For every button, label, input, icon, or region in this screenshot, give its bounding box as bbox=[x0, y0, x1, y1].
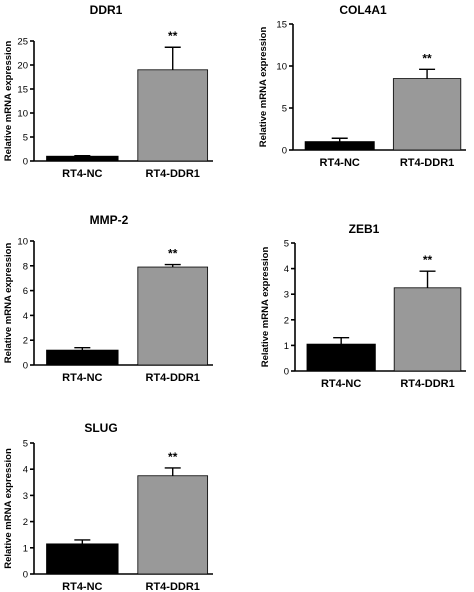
y-axis-label: Relative mRNA expression bbox=[258, 27, 269, 148]
y-axis-label: Relative mRNA expression bbox=[3, 448, 14, 569]
y-tick-label: 2 bbox=[23, 336, 28, 347]
chart-title: DDR1 bbox=[90, 3, 123, 17]
y-tick-label: 15 bbox=[17, 85, 28, 96]
y-tick-label: 2 bbox=[23, 517, 28, 528]
y-tick-label: 3 bbox=[23, 491, 28, 502]
y-tick-label: 0 bbox=[282, 146, 287, 157]
bar-rt4-nc bbox=[304, 141, 375, 151]
y-tick-label: 0 bbox=[23, 361, 28, 372]
y-tick-label: 25 bbox=[17, 37, 28, 48]
bar-rt4-ddr1 bbox=[393, 287, 462, 372]
significance-marker: ** bbox=[168, 29, 178, 43]
y-tick-label: 5 bbox=[23, 133, 28, 144]
y-axis-label: Relative mRNA expression bbox=[3, 41, 14, 162]
y-tick-label: 10 bbox=[17, 237, 28, 248]
y-axis-label: Relative mRNA expression bbox=[3, 243, 14, 364]
category-label: RT4-DDR1 bbox=[146, 581, 200, 592]
y-tick-label: 2 bbox=[284, 315, 289, 326]
chart-title: ZEB1 bbox=[349, 222, 380, 236]
bar-rt4-ddr1 bbox=[137, 475, 209, 575]
category-label: RT4-NC bbox=[62, 372, 102, 384]
y-tick-label: 1 bbox=[284, 341, 289, 352]
y-tick-label: 1 bbox=[23, 543, 28, 554]
category-label: RT4-NC bbox=[62, 581, 102, 592]
category-label: RT4-DDR1 bbox=[146, 168, 200, 180]
chart-panel-1: DDR1 Relative mRNA expression 0 5 10 15 20 25 RT… bbox=[3, 3, 213, 180]
y-tick-label: 3 bbox=[284, 290, 289, 301]
chart-panel-2: COL4A1 Relative mRNA expression 0 5 10 15 RT4-… bbox=[258, 3, 466, 169]
y-tick-label: 0 bbox=[23, 157, 28, 168]
y-tick-label: 5 bbox=[284, 239, 289, 250]
chart-panel-5: SLUG Relative mRNA expression 0 1 2 3 4 5 RT4-NC… bbox=[3, 421, 213, 592]
category-label: RT4-NC bbox=[321, 378, 361, 390]
significance-marker: ** bbox=[168, 450, 178, 464]
bar-rt4-ddr1 bbox=[137, 266, 209, 366]
bar-rt4-nc bbox=[46, 349, 119, 366]
y-tick-label: 8 bbox=[23, 261, 28, 272]
chart-title: COL4A1 bbox=[339, 3, 387, 17]
y-tick-label: 10 bbox=[17, 109, 28, 120]
y-tick-label: 15 bbox=[276, 20, 287, 31]
y-tick-label: 6 bbox=[23, 286, 28, 297]
chart-title: MMP-2 bbox=[90, 213, 129, 227]
significance-marker: ** bbox=[423, 253, 433, 267]
y-tick-label: 5 bbox=[23, 439, 28, 450]
significance-marker: ** bbox=[422, 51, 432, 65]
bar-rt4-nc bbox=[46, 543, 119, 575]
category-label: RT4-NC bbox=[62, 168, 102, 180]
chart-panel-3: MMP-2 Relative mRNA expression 0 2 4 6 8 10 RT4-… bbox=[3, 213, 213, 384]
category-label: RT4-NC bbox=[320, 157, 360, 169]
y-tick-label: 5 bbox=[282, 104, 287, 115]
significance-marker: ** bbox=[168, 247, 178, 261]
bar-rt4-ddr1 bbox=[392, 78, 462, 151]
y-tick-label: 10 bbox=[276, 62, 287, 73]
y-tick-label: 4 bbox=[23, 465, 28, 476]
bar-rt4-nc bbox=[306, 343, 376, 372]
y-tick-label: 0 bbox=[23, 570, 28, 581]
chart-panel-4: ZEB1 Relative mRNA expression 0 1 2 3 4 5 RT4-NC… bbox=[260, 222, 466, 390]
y-tick-label: 0 bbox=[284, 367, 289, 378]
category-label: RT4-DDR1 bbox=[146, 372, 200, 384]
y-tick-label: 4 bbox=[23, 311, 28, 322]
category-label: RT4-DDR1 bbox=[400, 157, 454, 169]
y-tick-label: 20 bbox=[17, 61, 28, 72]
bar-rt4-nc bbox=[46, 155, 119, 162]
y-axis-label: Relative mRNA expression bbox=[260, 247, 271, 368]
bar-rt4-ddr1 bbox=[137, 69, 209, 162]
category-label: RT4-DDR1 bbox=[400, 378, 454, 390]
chart-title: SLUG bbox=[84, 421, 117, 435]
y-tick-label: 4 bbox=[284, 264, 289, 275]
